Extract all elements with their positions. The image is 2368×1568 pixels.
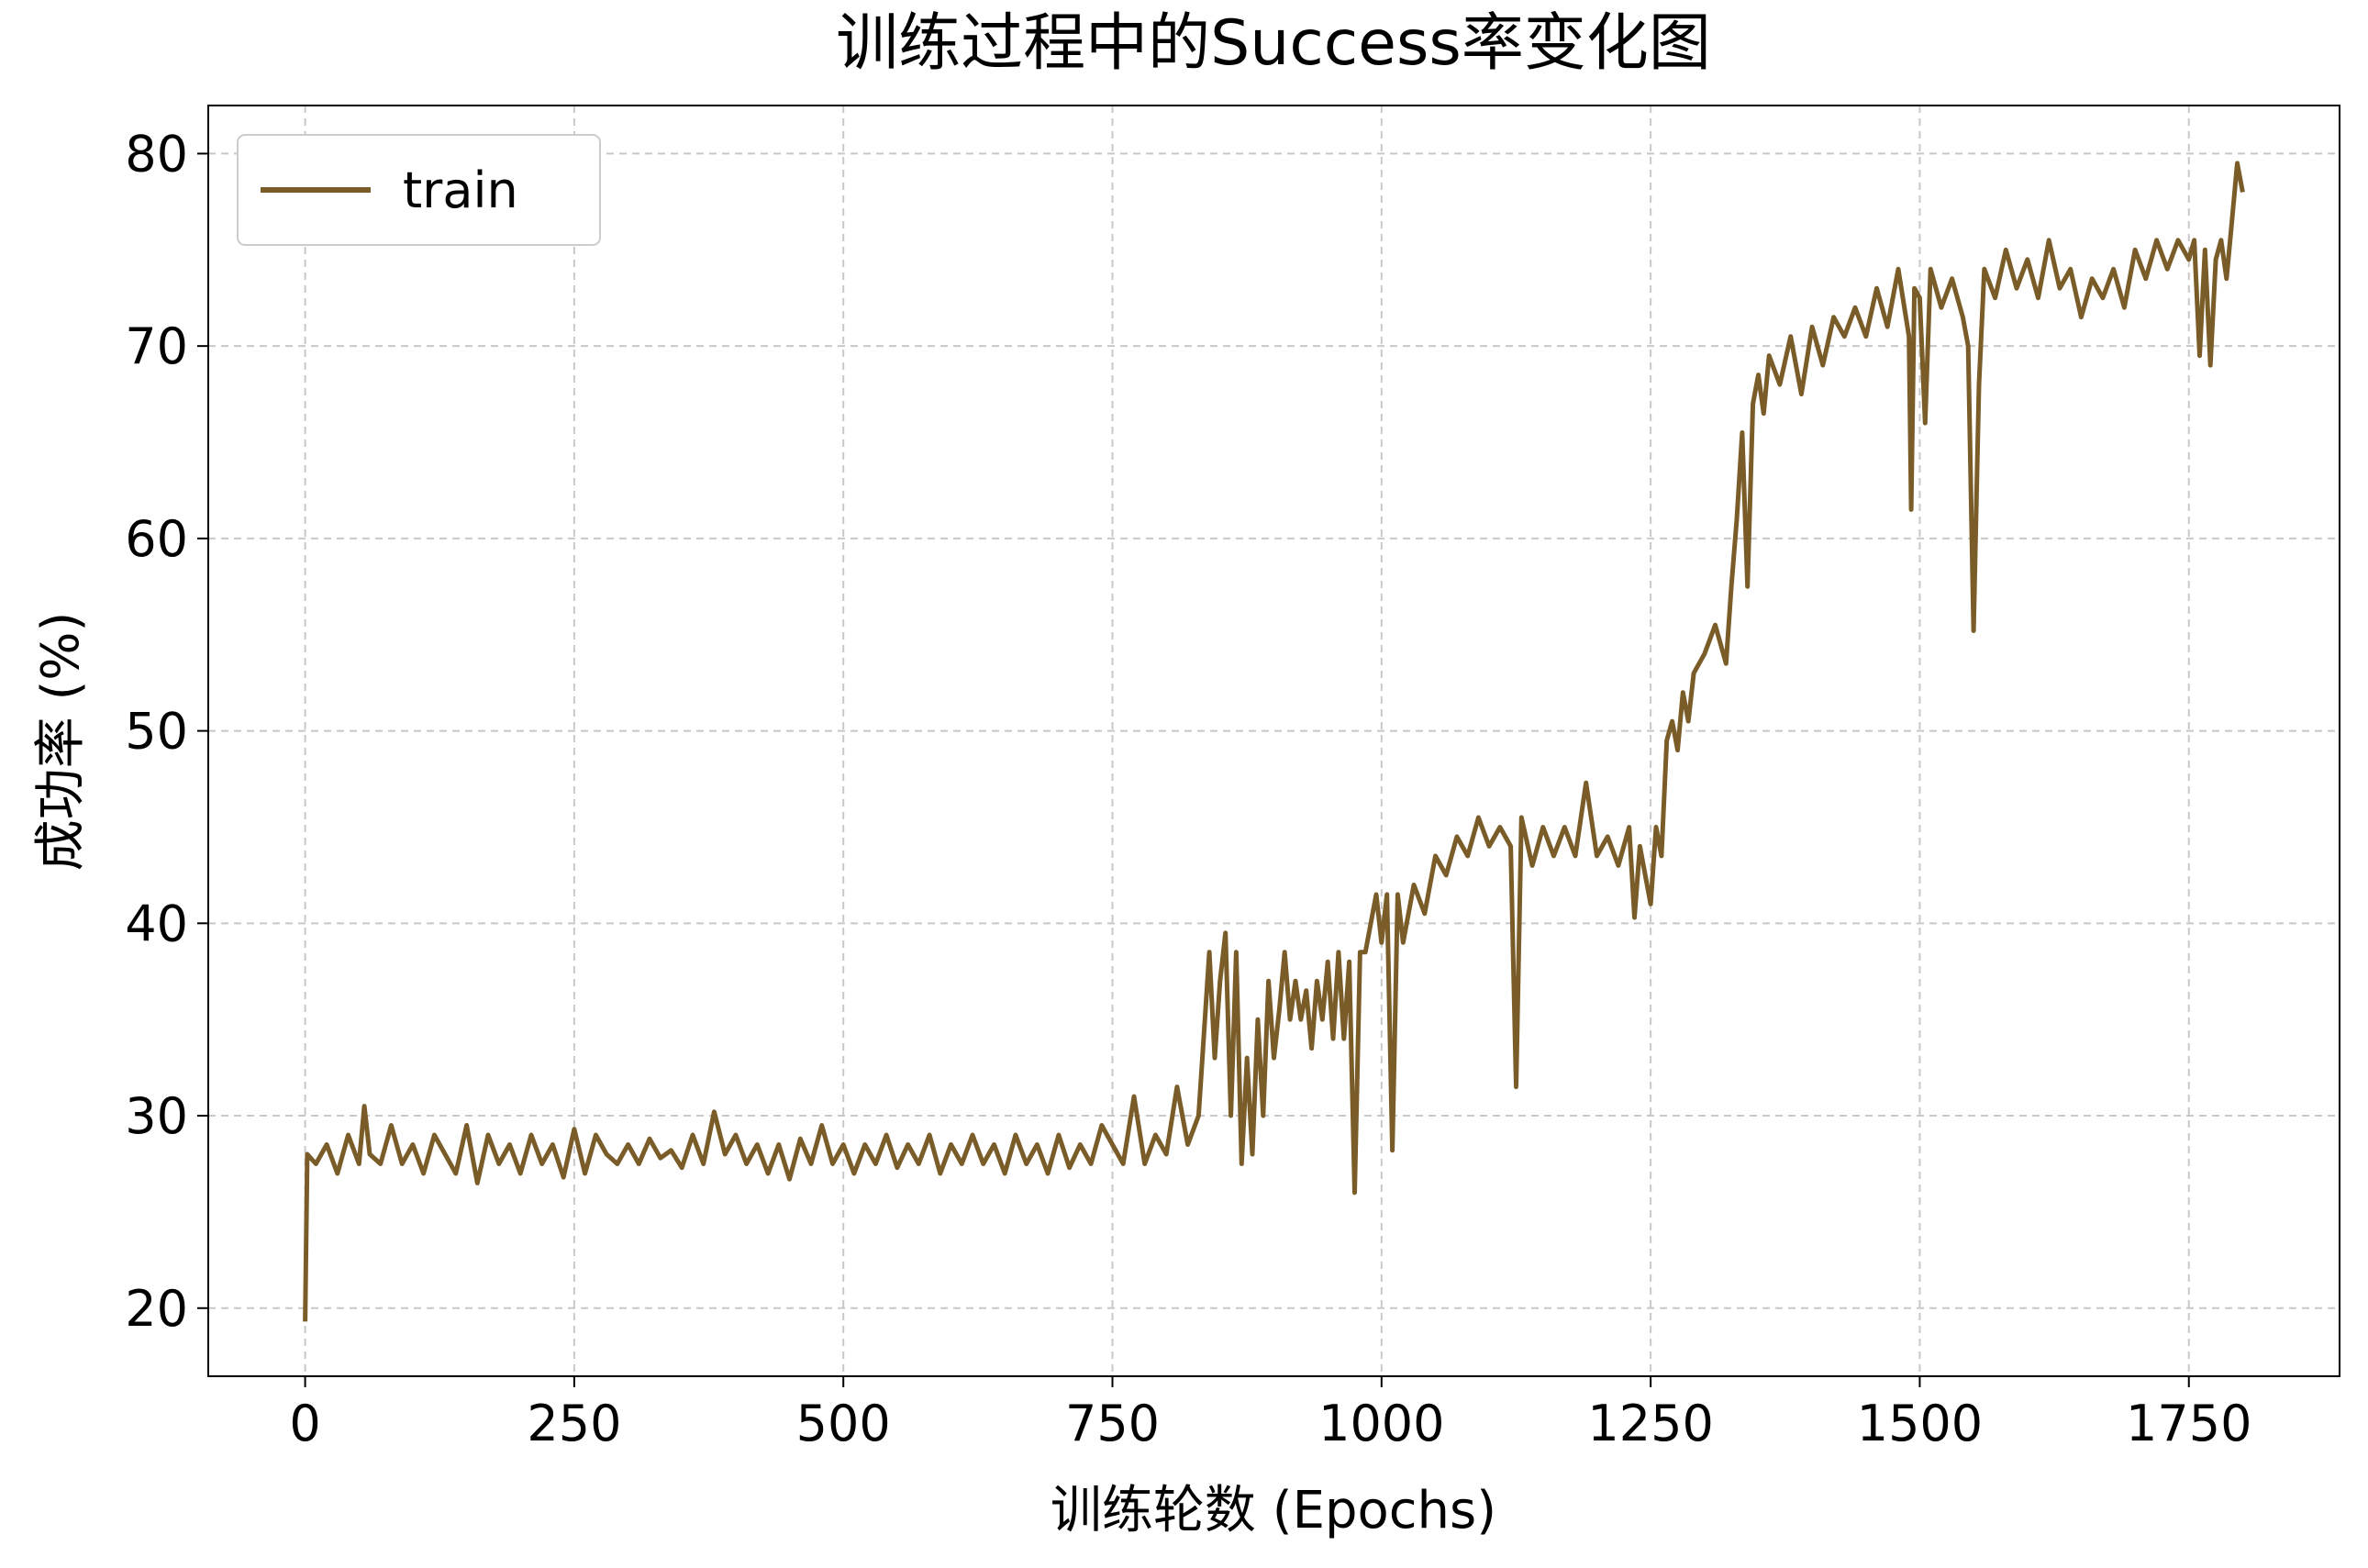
x-tick-label: 750	[1065, 1395, 1160, 1452]
y-axis-label: 成功率 (%)	[31, 612, 91, 872]
x-tick-label: 500	[796, 1395, 891, 1452]
x-tick-label: 0	[289, 1395, 320, 1452]
x-tick-label: 1250	[1587, 1395, 1713, 1452]
y-tick-label: 60	[125, 510, 188, 568]
x-tick-label: 250	[527, 1395, 621, 1452]
x-tick-label: 1750	[2126, 1395, 2251, 1452]
y-tick-label: 50	[125, 703, 188, 761]
y-tick-label: 80	[125, 125, 188, 183]
y-tick-label: 40	[125, 895, 188, 952]
y-tick-label: 20	[125, 1280, 188, 1338]
line-series	[303, 161, 2245, 1322]
y-tick-label: 70	[125, 317, 188, 375]
chart-title: 训练过程中的Success率变化图	[836, 7, 1711, 80]
x-tick-label: 1500	[1857, 1395, 1983, 1452]
plot-frame	[207, 105, 2340, 1377]
x-tick-label: 1000	[1318, 1395, 1444, 1452]
y-tick-label: 30	[125, 1087, 188, 1145]
legend-label: train	[403, 161, 518, 219]
x-axis-label: 训练轮数 (Epochs)	[1051, 1481, 1496, 1540]
legend-box	[237, 134, 601, 246]
